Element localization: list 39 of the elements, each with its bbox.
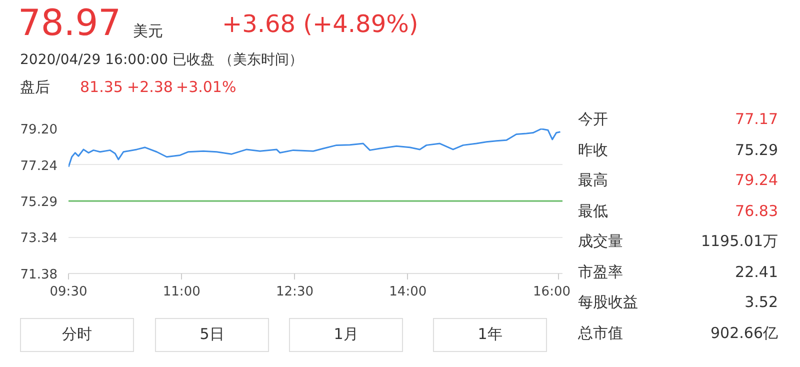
- text: 市盈率: [578, 262, 623, 280]
- text: +3.01%: [176, 78, 236, 96]
- text: 1195.01万: [700, 232, 778, 250]
- text: 5日: [198, 325, 226, 343]
- text: +2.38: [127, 78, 173, 96]
- chart-subtitle: 2020/04/29 16:00:00 已收盘 （美东时间）: [20, 52, 303, 69]
- text: 3.52: [744, 293, 778, 311]
- text: 1月: [332, 325, 360, 343]
- text: 昨收: [578, 140, 608, 158]
- y-tick-label: 73.34: [20, 231, 58, 246]
- text: 成交量: [578, 232, 623, 250]
- line-series: [68, 128, 561, 168]
- text: 81.35: [80, 78, 123, 96]
- x-tick-label: 12:30: [276, 284, 314, 300]
- y-tick-label: 77.24: [20, 158, 58, 174]
- text: 总市值: [578, 324, 623, 342]
- chart-title: 78.97: [18, 2, 122, 46]
- text: 美元: [133, 22, 163, 40]
- x-tick-label: 16:00: [533, 284, 571, 300]
- text: 盘后: [20, 78, 50, 96]
- x-tick-label: 11:00: [162, 284, 200, 300]
- text: 今开: [578, 110, 608, 128]
- text: 22.41: [735, 262, 778, 280]
- text: 902.66亿: [710, 324, 778, 342]
- text: 最高: [578, 171, 608, 189]
- text: 每股收益: [578, 293, 638, 311]
- text: 75.29: [735, 140, 778, 158]
- text: +3.68 (+4.89%): [222, 10, 418, 39]
- text: 79.24: [735, 171, 778, 189]
- y-tick-label: 79.20: [20, 122, 58, 138]
- y-tick-label: 71.38: [20, 268, 58, 282]
- x-tick-label: 14:00: [389, 284, 427, 300]
- text: 最低: [578, 202, 608, 220]
- text: 77.17: [735, 110, 778, 128]
- text: 1年: [476, 325, 504, 343]
- text: 76.83: [735, 202, 778, 220]
- y-tick-label: 75.29: [20, 195, 58, 210]
- text: 分时: [61, 325, 93, 343]
- x-tick-label: 09:30: [50, 284, 88, 300]
